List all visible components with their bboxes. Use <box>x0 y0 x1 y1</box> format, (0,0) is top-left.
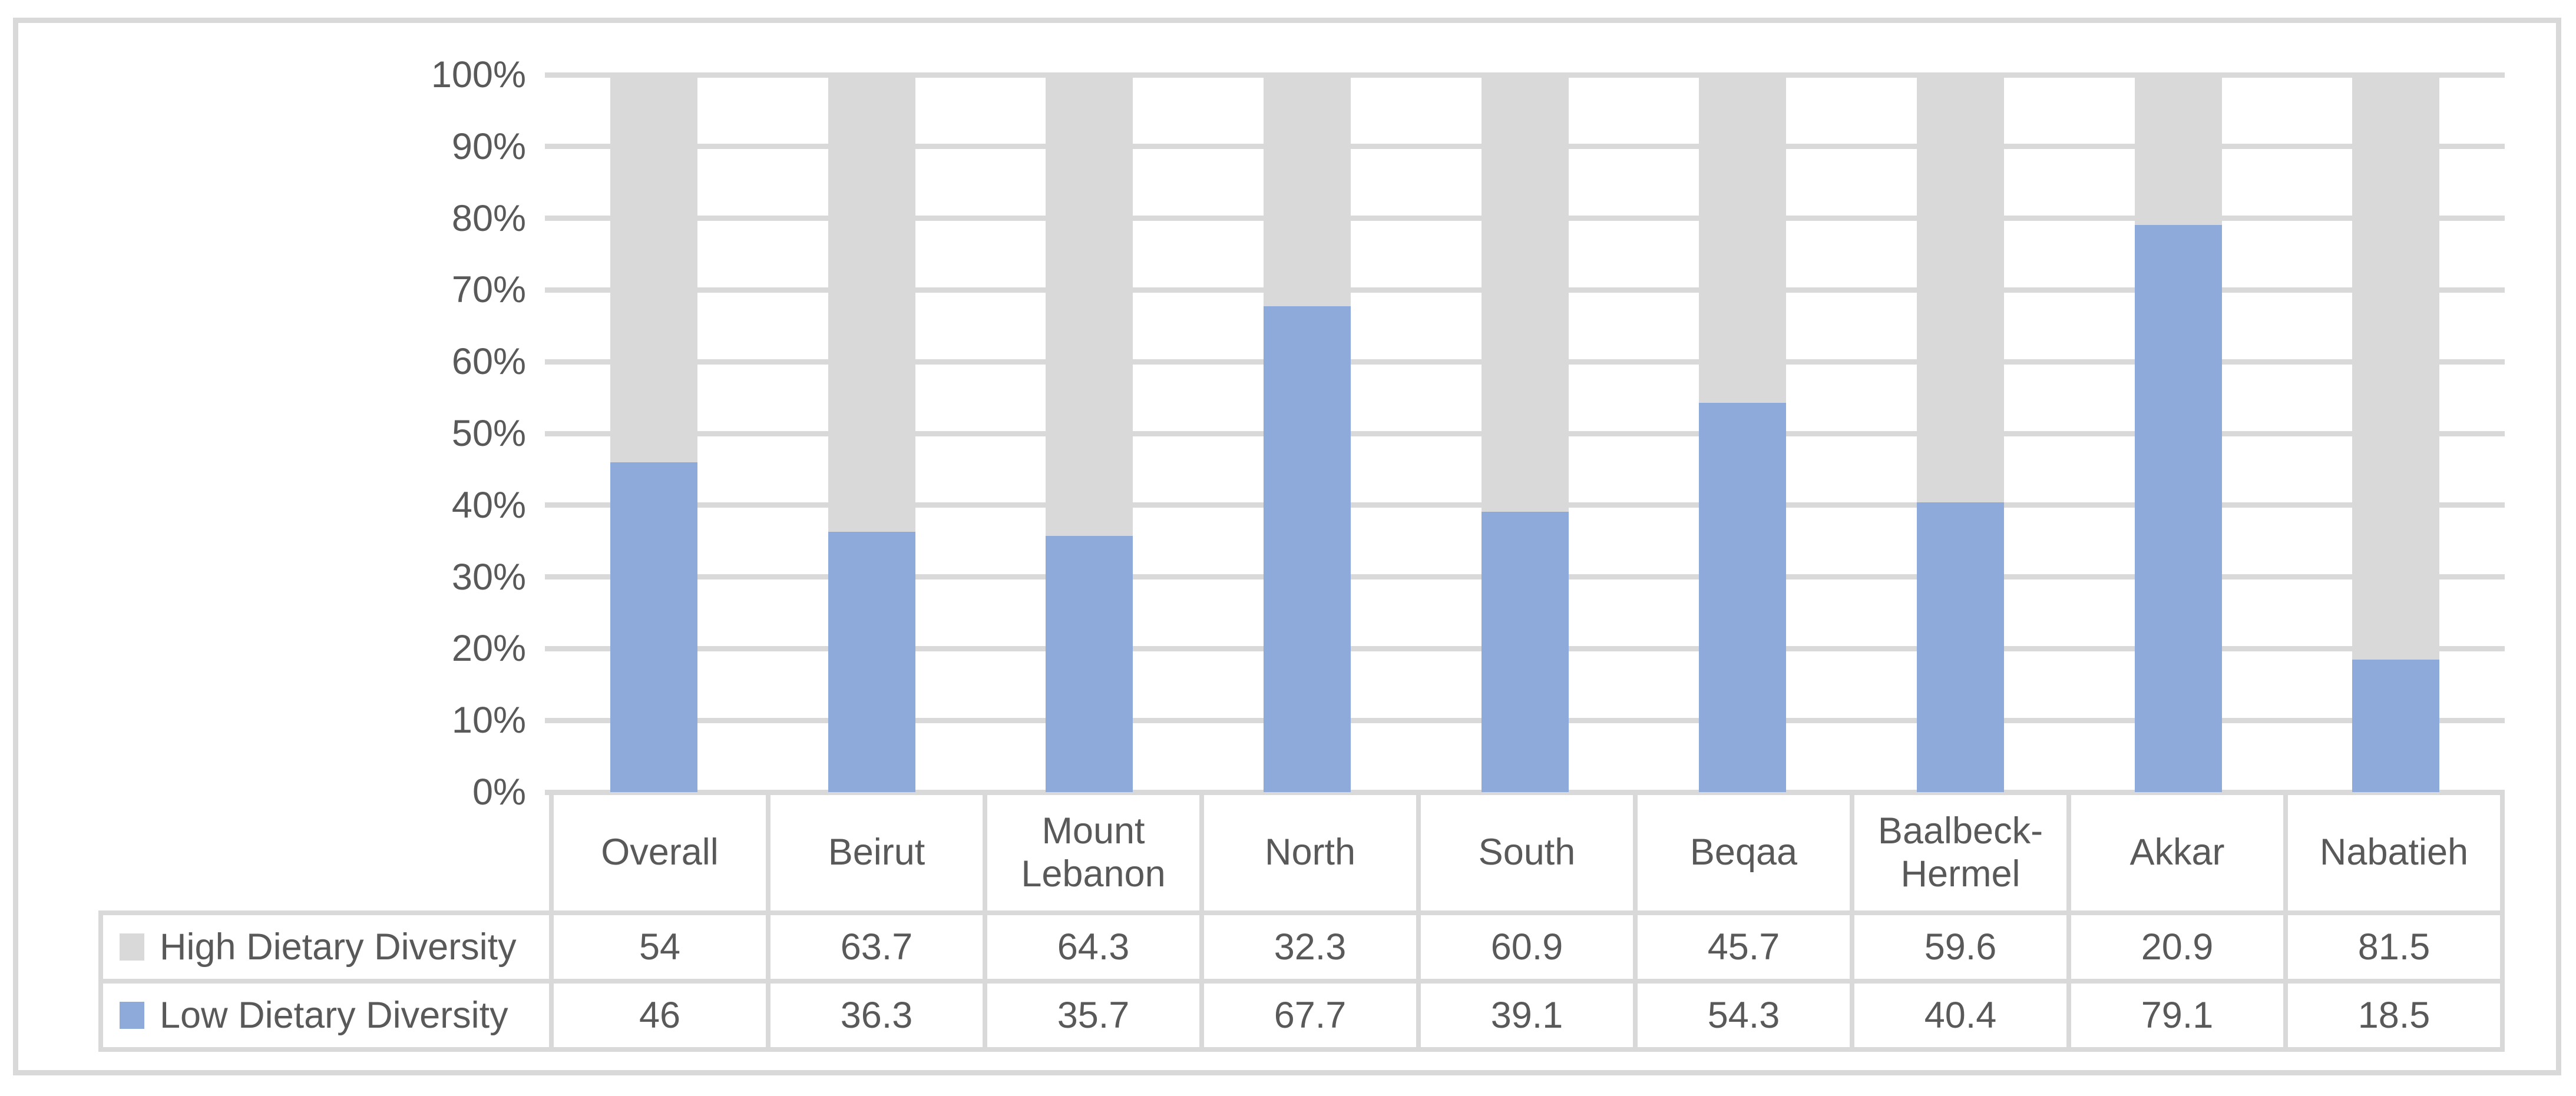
category-header-cell: Nabatieh <box>2283 790 2505 915</box>
series-name-label: Low Dietary Diversity <box>160 994 508 1036</box>
series-row-header: High Dietary Diversity <box>98 910 554 984</box>
y-axis-tick-label: 0% <box>472 771 526 813</box>
category-header-cell: South <box>1416 790 1638 915</box>
value-cell: 63.7 <box>766 910 987 984</box>
category-header-cell: North <box>1199 790 1421 915</box>
bar-segment-high-dietary-diversity-akkar <box>2134 75 2222 225</box>
plot-area <box>545 72 2505 795</box>
value-cell: 79.1 <box>2066 979 2288 1052</box>
gridline <box>545 789 2505 795</box>
value-cell: 46 <box>549 979 771 1052</box>
value-cell: 39.1 <box>1416 979 1638 1052</box>
table-row: High Dietary Diversity 54 63.7 64.3 32.3 60.9… <box>98 910 2505 984</box>
y-axis-tick-label: 20% <box>451 628 526 670</box>
y-axis-tick-label: 30% <box>451 556 526 598</box>
data-table: Overall Beirut Mount Lebanon North South Beqa… <box>98 790 2505 1052</box>
bar-segment-high-dietary-diversity-beirut <box>828 75 915 532</box>
category-header-cell: Beirut <box>766 790 987 915</box>
table-corner-cell <box>101 792 551 913</box>
y-axis-tick-label: 80% <box>451 197 526 239</box>
category-header-cell: Beqaa <box>1633 790 1854 915</box>
bar-segment-low-dietary-diversity-north <box>1263 306 1351 792</box>
bar-segment-low-dietary-diversity-nabatieh <box>2352 659 2440 792</box>
bar-segment-high-dietary-diversity-mount-lebanon <box>1046 75 1133 537</box>
y-axis-tick-label: 70% <box>451 269 526 311</box>
bar-segment-low-dietary-diversity-akkar <box>2134 224 2222 792</box>
value-cell: 64.3 <box>983 910 1204 984</box>
y-axis-tick-label: 40% <box>451 484 526 526</box>
value-cell: 60.9 <box>1416 910 1638 984</box>
value-cell: 59.6 <box>1850 910 2071 984</box>
value-cell: 20.9 <box>2066 910 2288 984</box>
value-cell: 67.7 <box>1199 979 1421 1052</box>
value-cell: 81.5 <box>2283 910 2505 984</box>
bar-segment-high-dietary-diversity-overall <box>610 75 697 462</box>
bar-segment-low-dietary-diversity-beirut <box>828 531 915 792</box>
y-axis-tick-label: 60% <box>451 341 526 383</box>
value-cell: 54 <box>549 910 771 984</box>
bar-segment-low-dietary-diversity-beqaa <box>1699 402 1787 792</box>
value-cell: 32.3 <box>1199 910 1421 984</box>
chart-frame-border <box>13 18 2561 1075</box>
series-name-label: High Dietary Diversity <box>160 926 517 968</box>
y-axis-tick-label: 50% <box>451 413 526 454</box>
bar-segment-high-dietary-diversity-south <box>1481 75 1569 512</box>
value-cell: 54.3 <box>1633 979 1854 1052</box>
value-cell: 36.3 <box>766 979 987 1052</box>
category-header-cell: Baalbeck-Hermel <box>1850 790 2071 915</box>
bar-segment-low-dietary-diversity-baalbeck-hermel <box>1916 502 2004 792</box>
y-axis-tick-label: 100% <box>431 54 526 95</box>
bar-segment-low-dietary-diversity-overall <box>610 462 697 792</box>
y-axis-tick-label: 90% <box>451 125 526 167</box>
category-header-cell: Overall <box>549 790 771 915</box>
value-cell: 18.5 <box>2283 979 2505 1052</box>
bar-segment-low-dietary-diversity-mount-lebanon <box>1046 536 1133 792</box>
bar-segment-high-dietary-diversity-nabatieh <box>2352 75 2440 660</box>
bar-segment-high-dietary-diversity-baalbeck-hermel <box>1916 75 2004 502</box>
category-header-cell: Akkar <box>2066 790 2288 915</box>
bar-segment-low-dietary-diversity-south <box>1481 511 1569 792</box>
y-axis-tick-label: 10% <box>451 700 526 741</box>
value-cell: 35.7 <box>983 979 1204 1052</box>
table-row: Low Dietary Diversity 46 36.3 35.7 67.7 39.1 5… <box>98 979 2505 1052</box>
bar-segment-high-dietary-diversity-beqaa <box>1699 75 1787 403</box>
bar-segment-high-dietary-diversity-north <box>1263 75 1351 307</box>
value-cell: 45.7 <box>1633 910 1854 984</box>
category-header-cell: Mount Lebanon <box>983 790 1204 915</box>
series-row-header: Low Dietary Diversity <box>98 979 554 1052</box>
legend-key-icon-high-dietary-diversity <box>120 933 144 961</box>
value-cell: 40.4 <box>1850 979 2071 1052</box>
legend-key-icon-low-dietary-diversity <box>120 1002 144 1029</box>
